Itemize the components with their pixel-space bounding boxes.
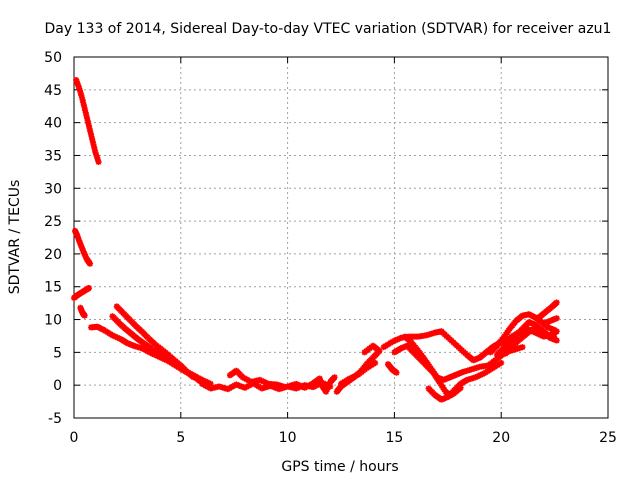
data-point xyxy=(498,359,505,366)
data-point xyxy=(553,337,560,344)
series-arc-7 xyxy=(109,313,214,387)
y-axis-label: SDTVAR / TECUs xyxy=(7,180,23,295)
y-tick-label: 20 xyxy=(44,247,62,263)
y-tick-label: 5 xyxy=(53,345,62,361)
x-tick-label: 15 xyxy=(385,430,403,446)
data-point xyxy=(85,285,92,292)
series-arc-17 xyxy=(425,359,505,403)
data-point xyxy=(457,384,464,391)
y-tick-label: 25 xyxy=(44,214,62,230)
data-point xyxy=(331,374,338,381)
x-tick-label: 10 xyxy=(279,430,297,446)
series-arc-1 xyxy=(73,76,102,166)
data-point xyxy=(553,315,560,322)
y-tick-label: 50 xyxy=(44,50,62,66)
y-tick-label: 40 xyxy=(44,116,62,132)
y-tick-label: 45 xyxy=(44,83,62,99)
series-arc-12 xyxy=(338,359,379,387)
data-point xyxy=(393,369,400,376)
y-tick-label: 30 xyxy=(44,181,62,197)
y-tick-label: 15 xyxy=(44,280,62,296)
data-point xyxy=(553,299,560,306)
x-tick-label: 20 xyxy=(492,430,510,446)
x-tick-label: 25 xyxy=(599,430,617,446)
data-point xyxy=(95,159,102,166)
plot-frame xyxy=(73,56,609,419)
data-point xyxy=(87,260,94,267)
y-tick-label: 35 xyxy=(44,148,62,164)
x-axis-label: GPS time / hours xyxy=(281,459,398,475)
axis-ticks: 0 5 10 15 20 25 -5 0 5 10 15 20 25 30 35 40 45 50 xyxy=(44,50,617,446)
series-arc-9 xyxy=(226,367,323,391)
data-point xyxy=(207,380,214,387)
series-arc-10 xyxy=(316,374,338,395)
y-tick-label: 10 xyxy=(44,313,62,329)
data-point xyxy=(361,349,368,356)
data-point xyxy=(553,328,560,335)
series-arc-13 xyxy=(384,361,400,376)
series-arc-4 xyxy=(77,304,88,319)
x-tick-label: 0 xyxy=(70,430,79,446)
x-tick-label: 5 xyxy=(176,430,185,446)
data-point xyxy=(372,359,379,366)
series-arc-23 xyxy=(536,299,560,320)
chart-title: Day 133 of 2014, Sidereal Day-to-day VTE… xyxy=(45,21,612,37)
y-tick-label: 0 xyxy=(53,378,62,394)
data-point xyxy=(519,344,526,351)
series-arc-22 xyxy=(498,325,560,347)
data-point xyxy=(81,312,88,319)
data-points xyxy=(71,76,560,403)
series-arc-3 xyxy=(71,285,92,301)
series-arc-2 xyxy=(72,227,94,267)
y-tick-label: -5 xyxy=(48,411,62,427)
series-arc-24 xyxy=(540,315,560,327)
